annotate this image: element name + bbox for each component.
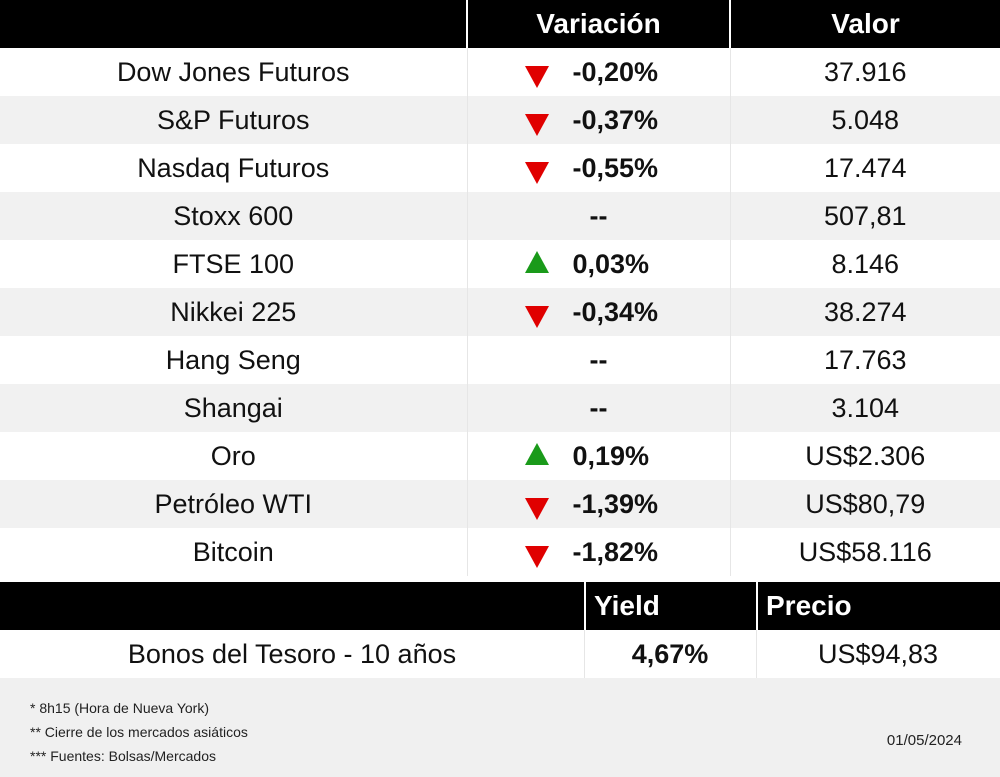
index-name: S&P Futuros xyxy=(0,96,468,144)
variation-value: -0,55% xyxy=(572,152,659,183)
variation-cell: 0,03% xyxy=(467,240,731,288)
variation-value: 0,19% xyxy=(572,440,650,471)
triangle-down-icon xyxy=(524,306,549,328)
index-name: Nikkei 225 xyxy=(0,288,468,336)
variation-cell: -- xyxy=(467,384,731,432)
footer-note-time: * 8h15 (Hora de Nueva York) xyxy=(30,700,209,716)
variation-cell: -1,39% xyxy=(467,480,731,528)
variation-cell: -0,37% xyxy=(467,96,731,144)
index-value: US$2.306 xyxy=(805,440,926,471)
bond-header-divider xyxy=(756,582,758,630)
variation-content: 0,03% xyxy=(468,249,730,280)
variation-cell: 0,19% xyxy=(467,432,731,480)
bond-header-divider xyxy=(584,582,586,630)
bond-price: US$94,83 xyxy=(817,639,939,669)
index-value: 8.146 xyxy=(831,248,900,279)
triangle-up-icon xyxy=(524,443,549,465)
variation-value: -0,20% xyxy=(572,56,659,87)
index-value: 37.916 xyxy=(823,56,907,87)
variation-value: 0,03% xyxy=(572,248,650,279)
table-row: Bitcoin -1,82% US$58.116 xyxy=(0,528,1000,576)
header-value: Valor xyxy=(730,0,1000,48)
variation-content: -1,82% xyxy=(468,536,730,568)
index-value: 3.104 xyxy=(730,384,1000,432)
footer: * 8h15 (Hora de Nueva York) ** Cierre de… xyxy=(0,678,1000,777)
variation-value: -0,37% xyxy=(572,104,659,135)
variation-content: -0,34% xyxy=(468,296,730,328)
variation-value: -1,82% xyxy=(572,536,659,567)
bond-header: Yield Precio xyxy=(0,582,1000,630)
table-header: Variación Valor xyxy=(0,0,1000,48)
bond-row-divider xyxy=(756,630,757,678)
table-row: Stoxx 600 -- 507,81 xyxy=(0,192,1000,240)
triangle-down-icon xyxy=(524,162,549,184)
table-row: Nikkei 225 -0,34% 38.274 xyxy=(0,288,1000,336)
triangle-up-icon xyxy=(524,251,549,273)
index-value: 507,81 xyxy=(730,192,1000,240)
table-row: FTSE 100 0,03% 8.146 xyxy=(0,240,1000,288)
variation-cell: -- xyxy=(467,336,731,384)
table-row: Hang Seng -- 17.763 xyxy=(0,336,1000,384)
bond-header-price: Precio xyxy=(766,590,852,621)
bond-name: Bonos del Tesoro - 10 años xyxy=(127,639,457,669)
variation-content: -0,20% xyxy=(468,56,730,88)
variation-value: -- xyxy=(589,344,608,375)
index-value: 17.474 xyxy=(823,152,907,183)
table-row: Petróleo WTI -1,39% US$80,79 xyxy=(0,480,1000,528)
index-name: Hang Seng xyxy=(0,336,468,384)
index-value: 5.048 xyxy=(730,96,1000,144)
variation-cell: -- xyxy=(467,192,731,240)
table-row: Shangai -- 3.104 xyxy=(0,384,1000,432)
index-name: Bitcoin xyxy=(0,528,468,576)
variation-value: -- xyxy=(589,392,608,423)
variation-content: -0,55% xyxy=(468,152,730,184)
variation-content: -- xyxy=(468,393,730,424)
table-row: S&P Futuros -0,37% 5.048 xyxy=(0,96,1000,144)
variation-cell: -1,82% xyxy=(467,528,731,576)
bond-row: Bonos del Tesoro - 10 años 4,67% US$94,8… xyxy=(0,630,1000,678)
variation-value: -- xyxy=(589,200,608,231)
table-row: Oro 0,19% US$2.306 xyxy=(0,432,1000,480)
table-row: Dow Jones Futuros -0,20% 37.916 xyxy=(0,48,1000,96)
index-name: Shangai xyxy=(0,384,468,432)
variation-value: -1,39% xyxy=(572,488,659,519)
footer-date: 01/05/2024 xyxy=(886,732,962,749)
market-table: Variación Valor Dow Jones Futuros -0,20% 3… xyxy=(0,0,1000,576)
index-name: Dow Jones Futuros xyxy=(0,48,468,96)
variation-cell: -0,34% xyxy=(467,288,731,336)
triangle-down-icon xyxy=(524,114,549,136)
triangle-down-icon xyxy=(524,546,549,568)
index-name: FTSE 100 xyxy=(0,240,468,288)
variation-value: -0,34% xyxy=(572,296,659,327)
index-value: US$80,79 xyxy=(730,480,1000,528)
index-value: 38.274 xyxy=(730,288,1000,336)
variation-cell: -0,20% xyxy=(467,48,731,96)
index-value: US$58.116 xyxy=(798,536,932,567)
header-name xyxy=(0,0,468,48)
bond-yield: 4,67% xyxy=(631,639,709,669)
variation-content: 0,19% xyxy=(468,441,730,472)
table-row: Nasdaq Futuros -0,55% 17.474 xyxy=(0,144,1000,192)
variation-content: -0,37% xyxy=(468,104,730,136)
header-variation: Variación xyxy=(467,0,731,48)
bond-row-divider xyxy=(584,630,585,678)
index-name: Nasdaq Futuros xyxy=(0,144,468,192)
triangle-down-icon xyxy=(524,498,549,520)
index-name: Stoxx 600 xyxy=(0,192,468,240)
variation-content: -- xyxy=(468,345,730,376)
footer-note-asia: ** Cierre de los mercados asiáticos xyxy=(30,724,248,740)
variation-content: -1,39% xyxy=(468,488,730,520)
footer-note-sources: *** Fuentes: Bolsas/Mercados xyxy=(30,748,216,764)
triangle-down-icon xyxy=(524,66,549,88)
index-name: Oro xyxy=(0,432,468,480)
index-name: Petróleo WTI xyxy=(0,480,468,528)
variation-cell: -0,55% xyxy=(467,144,731,192)
bond-header-yield: Yield xyxy=(594,590,660,621)
table-body: Dow Jones Futuros -0,20% 37.916 S&P Futuros… xyxy=(0,48,1000,576)
index-value: 17.763 xyxy=(823,344,907,375)
variation-content: -- xyxy=(468,201,730,232)
